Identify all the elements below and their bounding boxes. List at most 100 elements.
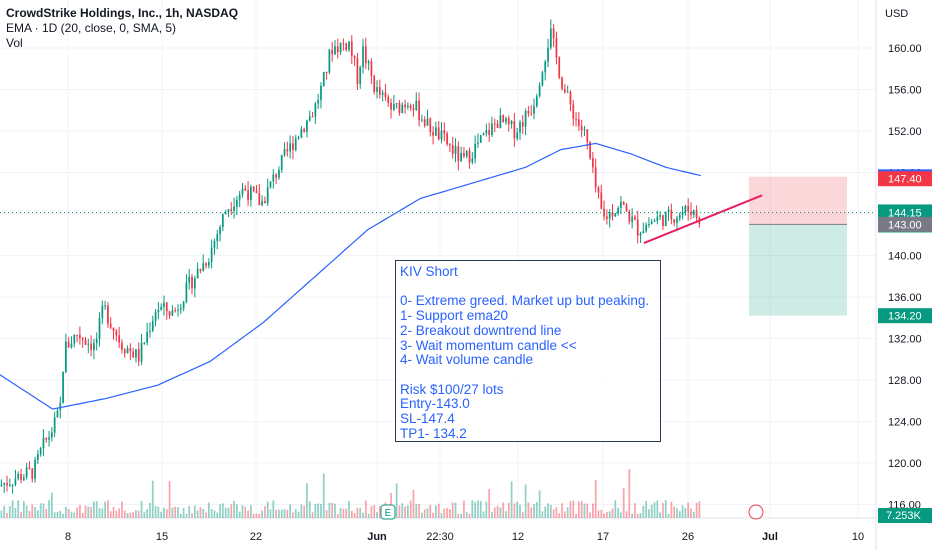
volume-bar <box>34 507 36 518</box>
currency-label[interactable]: USD <box>885 8 909 20</box>
volume-bar <box>294 508 297 518</box>
volume-bar <box>219 504 221 518</box>
candle-body <box>555 38 558 58</box>
candle-body <box>409 105 412 109</box>
candle-body <box>104 305 106 307</box>
candle-body <box>479 135 482 143</box>
volume-bar <box>398 505 401 518</box>
candle-body <box>129 348 132 352</box>
volume-bar <box>594 480 597 518</box>
candle-body <box>250 186 252 201</box>
candle-body <box>395 103 398 105</box>
volume-bar <box>348 500 350 518</box>
candle-body <box>294 138 297 150</box>
candle-body <box>597 187 600 193</box>
candle-body <box>499 115 502 128</box>
volume-bar <box>59 510 62 518</box>
trade-note[interactable]: KIV Short 0- Extreme greed. Market up bu… <box>395 260 661 442</box>
candle-body <box>580 125 583 131</box>
candle-body <box>474 143 477 159</box>
volume-bar <box>205 512 207 518</box>
candle-body <box>95 338 98 344</box>
candle-body <box>563 88 566 93</box>
volume-bar <box>493 507 496 518</box>
volume-bar <box>151 480 154 518</box>
candle-body <box>174 310 177 312</box>
candle-body <box>390 102 392 110</box>
symbol-title[interactable]: CrowdStrike Holdings, Inc., 1h, NASDAQ <box>6 6 239 20</box>
volume-bar <box>437 503 440 518</box>
y-tick-label: 136.00 <box>888 292 922 304</box>
y-tick-label: 140.00 <box>888 251 922 263</box>
volume-bar <box>79 505 81 518</box>
volume-bar <box>681 505 684 518</box>
candle-body <box>429 118 432 133</box>
y-tick-label: 124.00 <box>888 417 922 429</box>
candle-body <box>519 122 521 133</box>
candle-body <box>289 143 292 152</box>
volume-bar <box>620 512 622 518</box>
volume-bar <box>177 507 179 518</box>
candle-body <box>617 208 619 214</box>
volume-bar <box>157 506 160 518</box>
note-line <box>400 368 656 383</box>
volume-bar <box>266 501 269 518</box>
candle-body <box>342 43 345 45</box>
volume-bar <box>286 509 289 518</box>
volume-bar <box>331 502 334 518</box>
x-tick-label: 12 <box>512 531 524 543</box>
volume-bar <box>241 505 244 518</box>
y-tick-label: 152.00 <box>888 126 922 138</box>
candle-body <box>48 437 50 440</box>
volume-bar <box>409 500 412 518</box>
candle-body <box>286 149 289 152</box>
volume-bar <box>519 504 521 518</box>
volume-bar <box>625 511 628 518</box>
candle-body <box>552 28 555 39</box>
volume-indicator-label[interactable]: Vol <box>6 36 23 50</box>
candle-body <box>151 321 154 331</box>
volume-bar <box>496 505 499 518</box>
candle-body <box>440 130 443 140</box>
volume-bar <box>474 502 477 518</box>
volume-bar <box>592 503 594 518</box>
candle-body <box>521 122 524 127</box>
candle-body <box>272 174 275 182</box>
volume-bar <box>491 511 493 518</box>
candle-body <box>227 209 230 213</box>
volume-bar <box>510 481 513 518</box>
volume-bar <box>236 504 238 518</box>
candle-body <box>611 212 614 217</box>
volume-bar <box>84 505 87 518</box>
volume-bar <box>527 502 530 518</box>
volume-bar <box>485 501 488 518</box>
volume-bar <box>499 507 502 518</box>
candle-body <box>280 154 283 170</box>
candle-body <box>600 192 603 209</box>
candle-body <box>415 100 418 110</box>
volume-bar <box>45 508 48 518</box>
volume-bar <box>264 506 266 518</box>
volume-bar <box>656 500 659 518</box>
ema-indicator-label[interactable]: EMA · 1D (20, close, 0, SMA, 5) <box>6 21 177 35</box>
volume-bar <box>334 503 336 518</box>
volume-bar <box>356 507 359 518</box>
candle-body <box>527 111 530 114</box>
candle-body <box>549 28 552 48</box>
candle-body <box>334 46 336 55</box>
volume-bar <box>513 503 516 518</box>
volume-bar <box>328 502 331 518</box>
candle-body <box>143 342 146 344</box>
volume-bar <box>149 502 151 518</box>
volume-bar <box>659 512 662 518</box>
candle-body <box>608 212 611 219</box>
candle-body <box>252 186 255 192</box>
volume-bar <box>404 506 406 518</box>
volume-bar <box>488 489 491 518</box>
candle-body <box>325 72 328 74</box>
volume-bar <box>320 503 322 518</box>
candle-body <box>84 339 87 345</box>
candle-body <box>566 91 569 93</box>
volume-bar <box>364 500 367 518</box>
